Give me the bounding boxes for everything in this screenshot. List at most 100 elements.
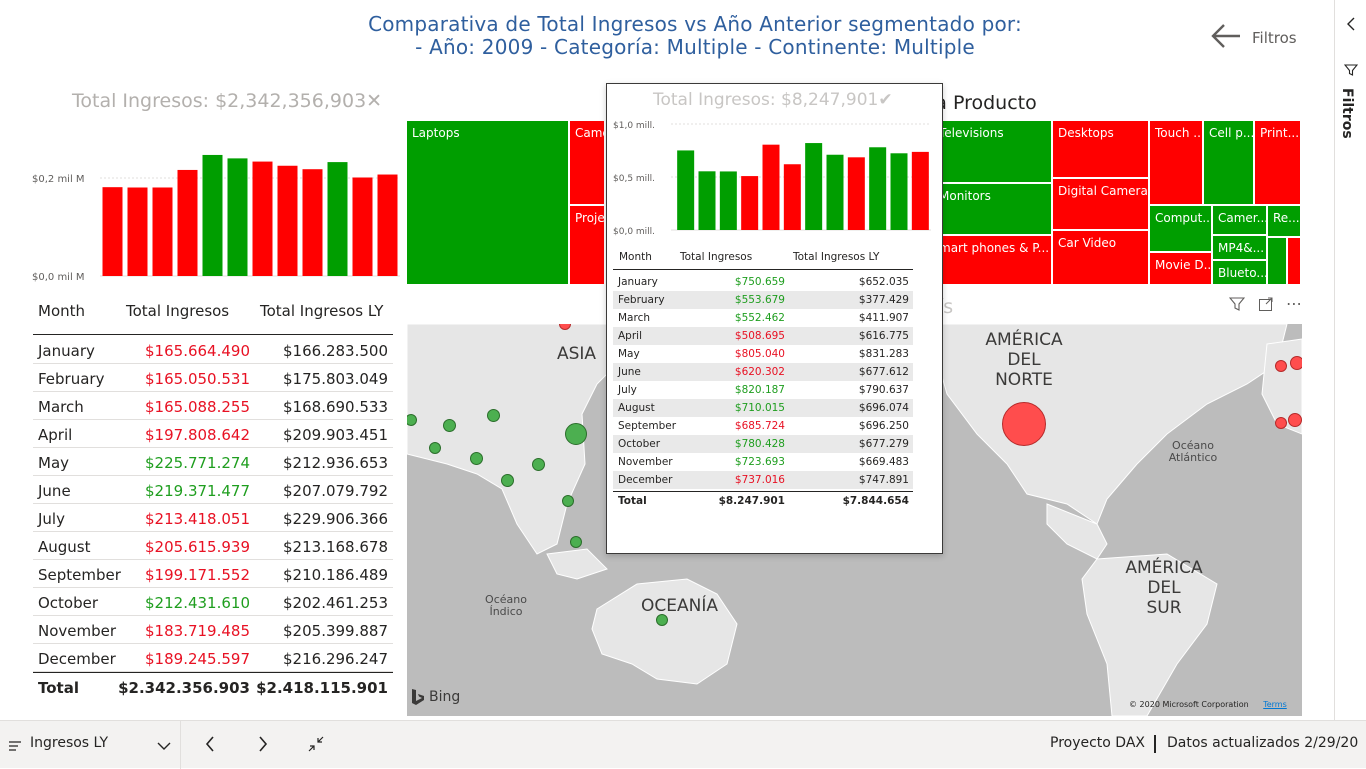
filters-link-label: Filtros xyxy=(1252,29,1297,47)
bar-april[interactable] xyxy=(177,169,198,276)
treemap-cell[interactable]: Monitors xyxy=(934,184,1053,236)
cell-month: December xyxy=(38,650,116,668)
treemap-cell[interactable]: Car Video xyxy=(1053,231,1150,286)
map-bubble[interactable] xyxy=(1002,402,1046,446)
map-bubble[interactable] xyxy=(1275,360,1287,372)
bar-june[interactable] xyxy=(227,158,248,276)
bar-may[interactable] xyxy=(762,144,780,230)
map-bubble[interactable] xyxy=(1288,413,1302,427)
filters-back-button[interactable]: Filtros xyxy=(1210,22,1297,54)
chevron-right-icon xyxy=(259,736,268,752)
map-bubble[interactable] xyxy=(656,614,668,626)
table-row[interactable]: September $199.171.552 $210.186.489 xyxy=(33,560,393,588)
visual-filter-icon[interactable] xyxy=(1228,296,1246,316)
chevron-left-icon[interactable] xyxy=(1345,16,1357,36)
cell-total-ingresos: $723.693 xyxy=(734,456,785,468)
map-bubble[interactable] xyxy=(565,423,587,445)
map-bubble[interactable] xyxy=(407,414,417,426)
bar-january[interactable] xyxy=(102,187,123,276)
bar-january[interactable] xyxy=(677,150,695,230)
treemap-cell[interactable] xyxy=(1288,238,1302,286)
column-header-total-ingresos[interactable]: Total Ingresos xyxy=(126,302,230,320)
bar-december[interactable] xyxy=(911,151,929,230)
table-row[interactable]: November $183.719.485 $205.399.887 xyxy=(33,616,393,644)
table-row[interactable]: April $197.808.642 $209.903.451 xyxy=(33,420,393,448)
bar-november[interactable] xyxy=(890,153,908,230)
treemap-cell[interactable]: mart phones & P... xyxy=(934,236,1053,286)
table-row[interactable]: October $212.431.610 $202.461.253 xyxy=(33,588,393,616)
bar-may[interactable] xyxy=(202,154,223,276)
tooltip-table-row: July $820.187 $790.637 xyxy=(613,381,913,399)
treemap-cell[interactable]: Digital Cameras xyxy=(1053,179,1150,231)
column-header-month[interactable]: Month xyxy=(38,302,86,320)
bar-august[interactable] xyxy=(277,165,298,276)
treemap-cell[interactable]: Televisions xyxy=(934,121,1053,184)
treemap-cell[interactable]: Re... xyxy=(1268,206,1302,238)
bar-march[interactable] xyxy=(152,187,173,276)
cell-month: September xyxy=(38,566,121,584)
chevron-down-icon[interactable] xyxy=(156,737,172,756)
treemap-cell[interactable]: Blueto... xyxy=(1213,261,1268,286)
bar-october[interactable] xyxy=(327,162,348,276)
bar-september[interactable] xyxy=(847,157,865,230)
bar-july[interactable] xyxy=(252,161,273,276)
map-bubble[interactable] xyxy=(532,458,545,471)
treemap-cell[interactable]: Cell p... xyxy=(1204,121,1255,206)
cell-total-ingresos: $508.695 xyxy=(734,330,785,342)
bar-february[interactable] xyxy=(127,187,148,276)
page-selector-label[interactable]: Ingresos LY xyxy=(30,735,109,751)
treemap-cell[interactable]: Movie D... xyxy=(1150,253,1213,286)
more-options-icon[interactable]: ⋯ xyxy=(1286,294,1302,313)
map-bubble[interactable] xyxy=(1290,356,1302,370)
map-bubble[interactable] xyxy=(470,452,483,465)
map-bubble[interactable] xyxy=(570,536,582,548)
treemap-cell[interactable]: Laptops xyxy=(407,121,570,286)
bar-july[interactable] xyxy=(805,143,823,230)
map-bubble[interactable] xyxy=(562,495,574,507)
total-ingresos: $2.342.356.903 xyxy=(118,679,250,697)
treemap-cell[interactable]: MP4&... xyxy=(1213,236,1268,261)
bar-march[interactable] xyxy=(719,171,737,230)
focus-mode-icon[interactable] xyxy=(1258,296,1274,316)
table-row[interactable]: May $225.771.274 $212.936.653 xyxy=(33,448,393,476)
treemap-cell[interactable]: Comput... xyxy=(1150,206,1213,253)
exit-fullscreen-button[interactable] xyxy=(307,735,325,757)
treemap-cell[interactable] xyxy=(1268,238,1288,286)
treemap-cell[interactable]: Desktops xyxy=(1053,121,1150,179)
map-bubble[interactable] xyxy=(487,409,500,422)
filters-pane-collapsed[interactable]: Filtros xyxy=(1334,0,1366,720)
table-row[interactable]: June $219.371.477 $207.079.792 xyxy=(33,476,393,504)
bar-december[interactable] xyxy=(377,174,398,276)
cell-total-ingresos: $205.615.939 xyxy=(145,538,250,556)
tooltip-header-total-ingresos-ly: Total Ingresos LY xyxy=(793,251,880,263)
treemap-cell[interactable]: Projec xyxy=(570,206,606,286)
bar-august[interactable] xyxy=(826,154,844,230)
bar-november[interactable] xyxy=(352,177,373,276)
map-bubble[interactable] xyxy=(1275,417,1287,429)
table-row[interactable]: March $165.088.255 $168.690.533 xyxy=(33,392,393,420)
treemap-cell[interactable]: Print... xyxy=(1255,121,1302,206)
pages-menu-icon[interactable] xyxy=(8,737,22,756)
y-tick-label: $0,0 mil M xyxy=(32,272,85,283)
map-bubble[interactable] xyxy=(443,419,456,432)
table-row[interactable]: December $189.245.597 $216.296.247 xyxy=(33,644,393,672)
bar-april[interactable] xyxy=(741,176,759,230)
column-header-total-ingresos-ly[interactable]: Total Ingresos LY xyxy=(260,302,384,320)
table-row[interactable]: July $213.418.051 $229.906.366 xyxy=(33,504,393,532)
previous-page-button[interactable] xyxy=(204,735,216,757)
treemap-cell[interactable]: Camco xyxy=(570,121,606,206)
map-bubble[interactable] xyxy=(429,442,441,454)
treemap-cell[interactable]: Camer... xyxy=(1213,206,1268,236)
cell-total-ingresos: $197.808.642 xyxy=(145,426,250,444)
map-terms-link[interactable]: Terms xyxy=(1263,700,1287,709)
treemap-cell[interactable]: Touch ... xyxy=(1150,121,1204,206)
table-row[interactable]: August $205.615.939 $213.168.678 xyxy=(33,532,393,560)
table-row[interactable]: January $165.664.490 $166.283.500 xyxy=(33,336,393,364)
bar-june[interactable] xyxy=(783,164,801,230)
map-bubble[interactable] xyxy=(501,474,514,487)
next-page-button[interactable] xyxy=(257,735,269,757)
table-row[interactable]: February $165.050.531 $175.803.049 xyxy=(33,364,393,392)
bar-october[interactable] xyxy=(869,147,887,230)
bar-september[interactable] xyxy=(302,169,323,276)
bar-february[interactable] xyxy=(698,171,716,230)
